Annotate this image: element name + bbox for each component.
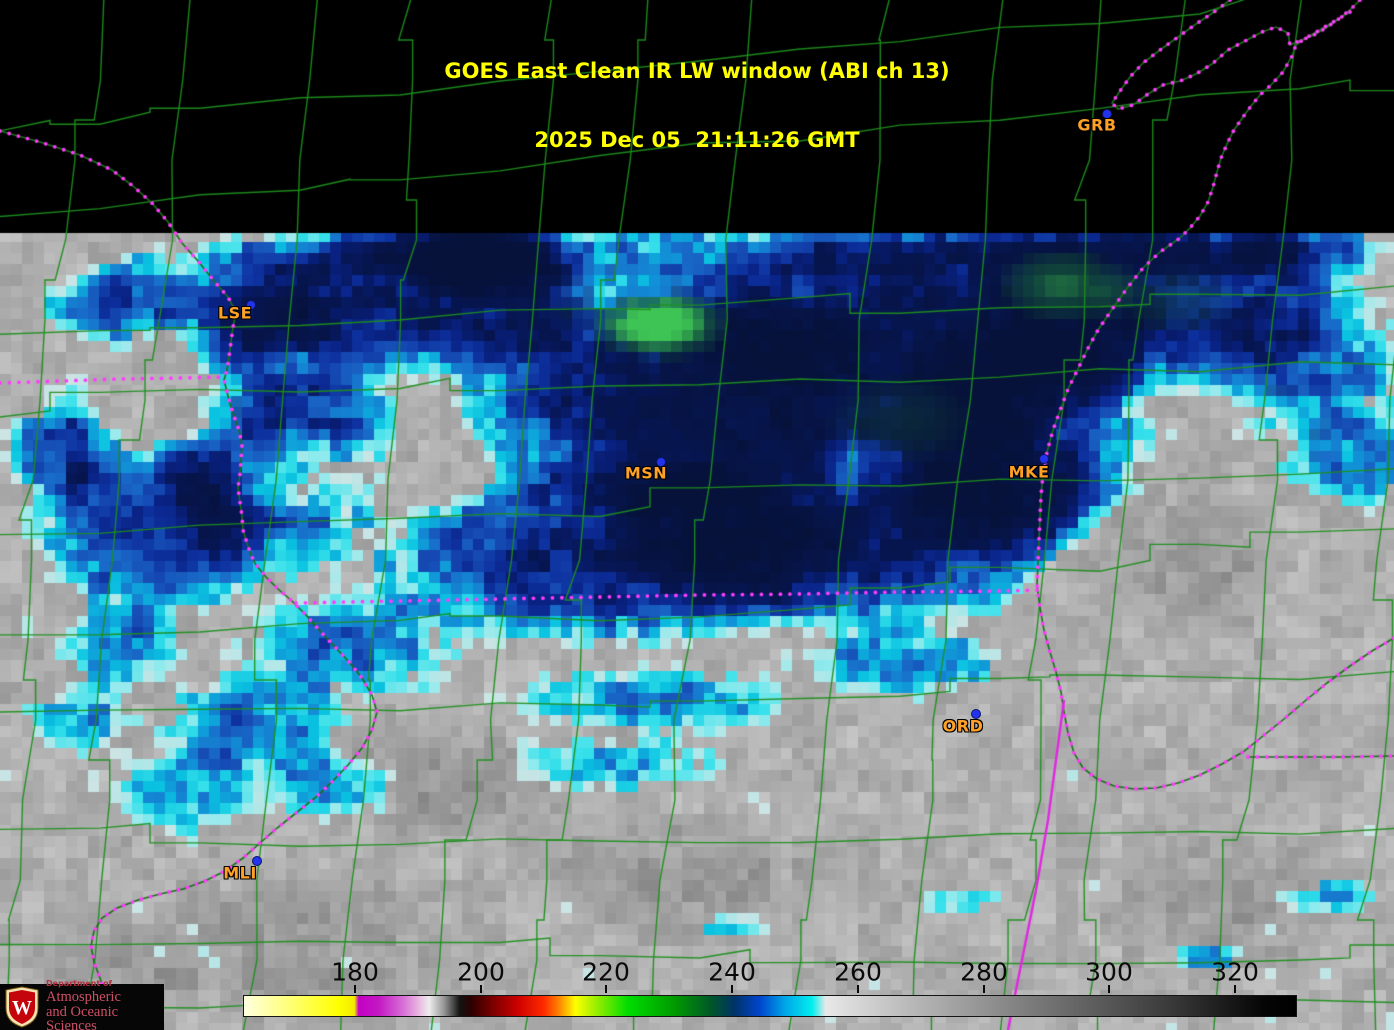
colorbar-tick-240 xyxy=(731,985,733,993)
colorbar-label-240: 240 xyxy=(708,957,756,987)
station-label-msn: MSN xyxy=(624,463,668,483)
station-dot-grb xyxy=(1103,110,1111,118)
uw-aos-logo: W Department of Atmospheric and Oceanic … xyxy=(0,980,164,1030)
station-dot-lse xyxy=(247,301,255,309)
logo-dept-line: Department of xyxy=(46,979,113,989)
colorbar-tick-200 xyxy=(480,985,482,993)
colorbar-tick-320 xyxy=(1234,985,1236,993)
title-line-2: 2025 Dec 05 21:11:26 GMT xyxy=(534,128,860,152)
station-dot-ord xyxy=(972,710,980,718)
crest-letter: W xyxy=(12,997,32,1019)
colorbar-tick-220 xyxy=(605,985,607,993)
station-label-grb: GRB xyxy=(1077,115,1117,135)
colorbar-label-180: 180 xyxy=(331,957,379,987)
station-label-ord: ORD xyxy=(942,716,984,736)
station-dot-mke xyxy=(1040,455,1048,463)
logo-text: Department of Atmospheric and Oceanic Sc… xyxy=(46,980,164,1030)
uw-crest-icon: W xyxy=(5,986,39,1028)
colorbar-label-200: 200 xyxy=(457,957,505,987)
colorbar-label-300: 300 xyxy=(1085,957,1133,987)
colorbar-label-280: 280 xyxy=(960,957,1008,987)
colorbar-label-260: 260 xyxy=(834,957,882,987)
station-dot-mli xyxy=(253,857,261,865)
title-line-1: GOES East Clean IR LW window (ABI ch 13) xyxy=(444,59,950,83)
colorbar-tick-180 xyxy=(354,985,356,993)
colorbar-tick-260 xyxy=(857,985,859,993)
colorbar-tick-280 xyxy=(983,985,985,993)
colorbar-tick-300 xyxy=(1108,985,1110,993)
logo-line-2: and Oceanic Sciences xyxy=(46,1003,119,1030)
station-label-lse: LSE xyxy=(217,303,253,323)
colorbar-gradient xyxy=(243,995,1297,1017)
colorbar-label-220: 220 xyxy=(582,957,630,987)
logo-line-1: Atmospheric xyxy=(46,989,121,1006)
station-label-mli: MLI xyxy=(223,863,257,883)
colorbar-label-320: 320 xyxy=(1211,957,1259,987)
station-label-mke: MKE xyxy=(1008,462,1050,482)
station-dot-msn xyxy=(657,458,665,466)
image-title: GOES East Clean IR LW window (ABI ch 13)… xyxy=(0,14,1394,198)
